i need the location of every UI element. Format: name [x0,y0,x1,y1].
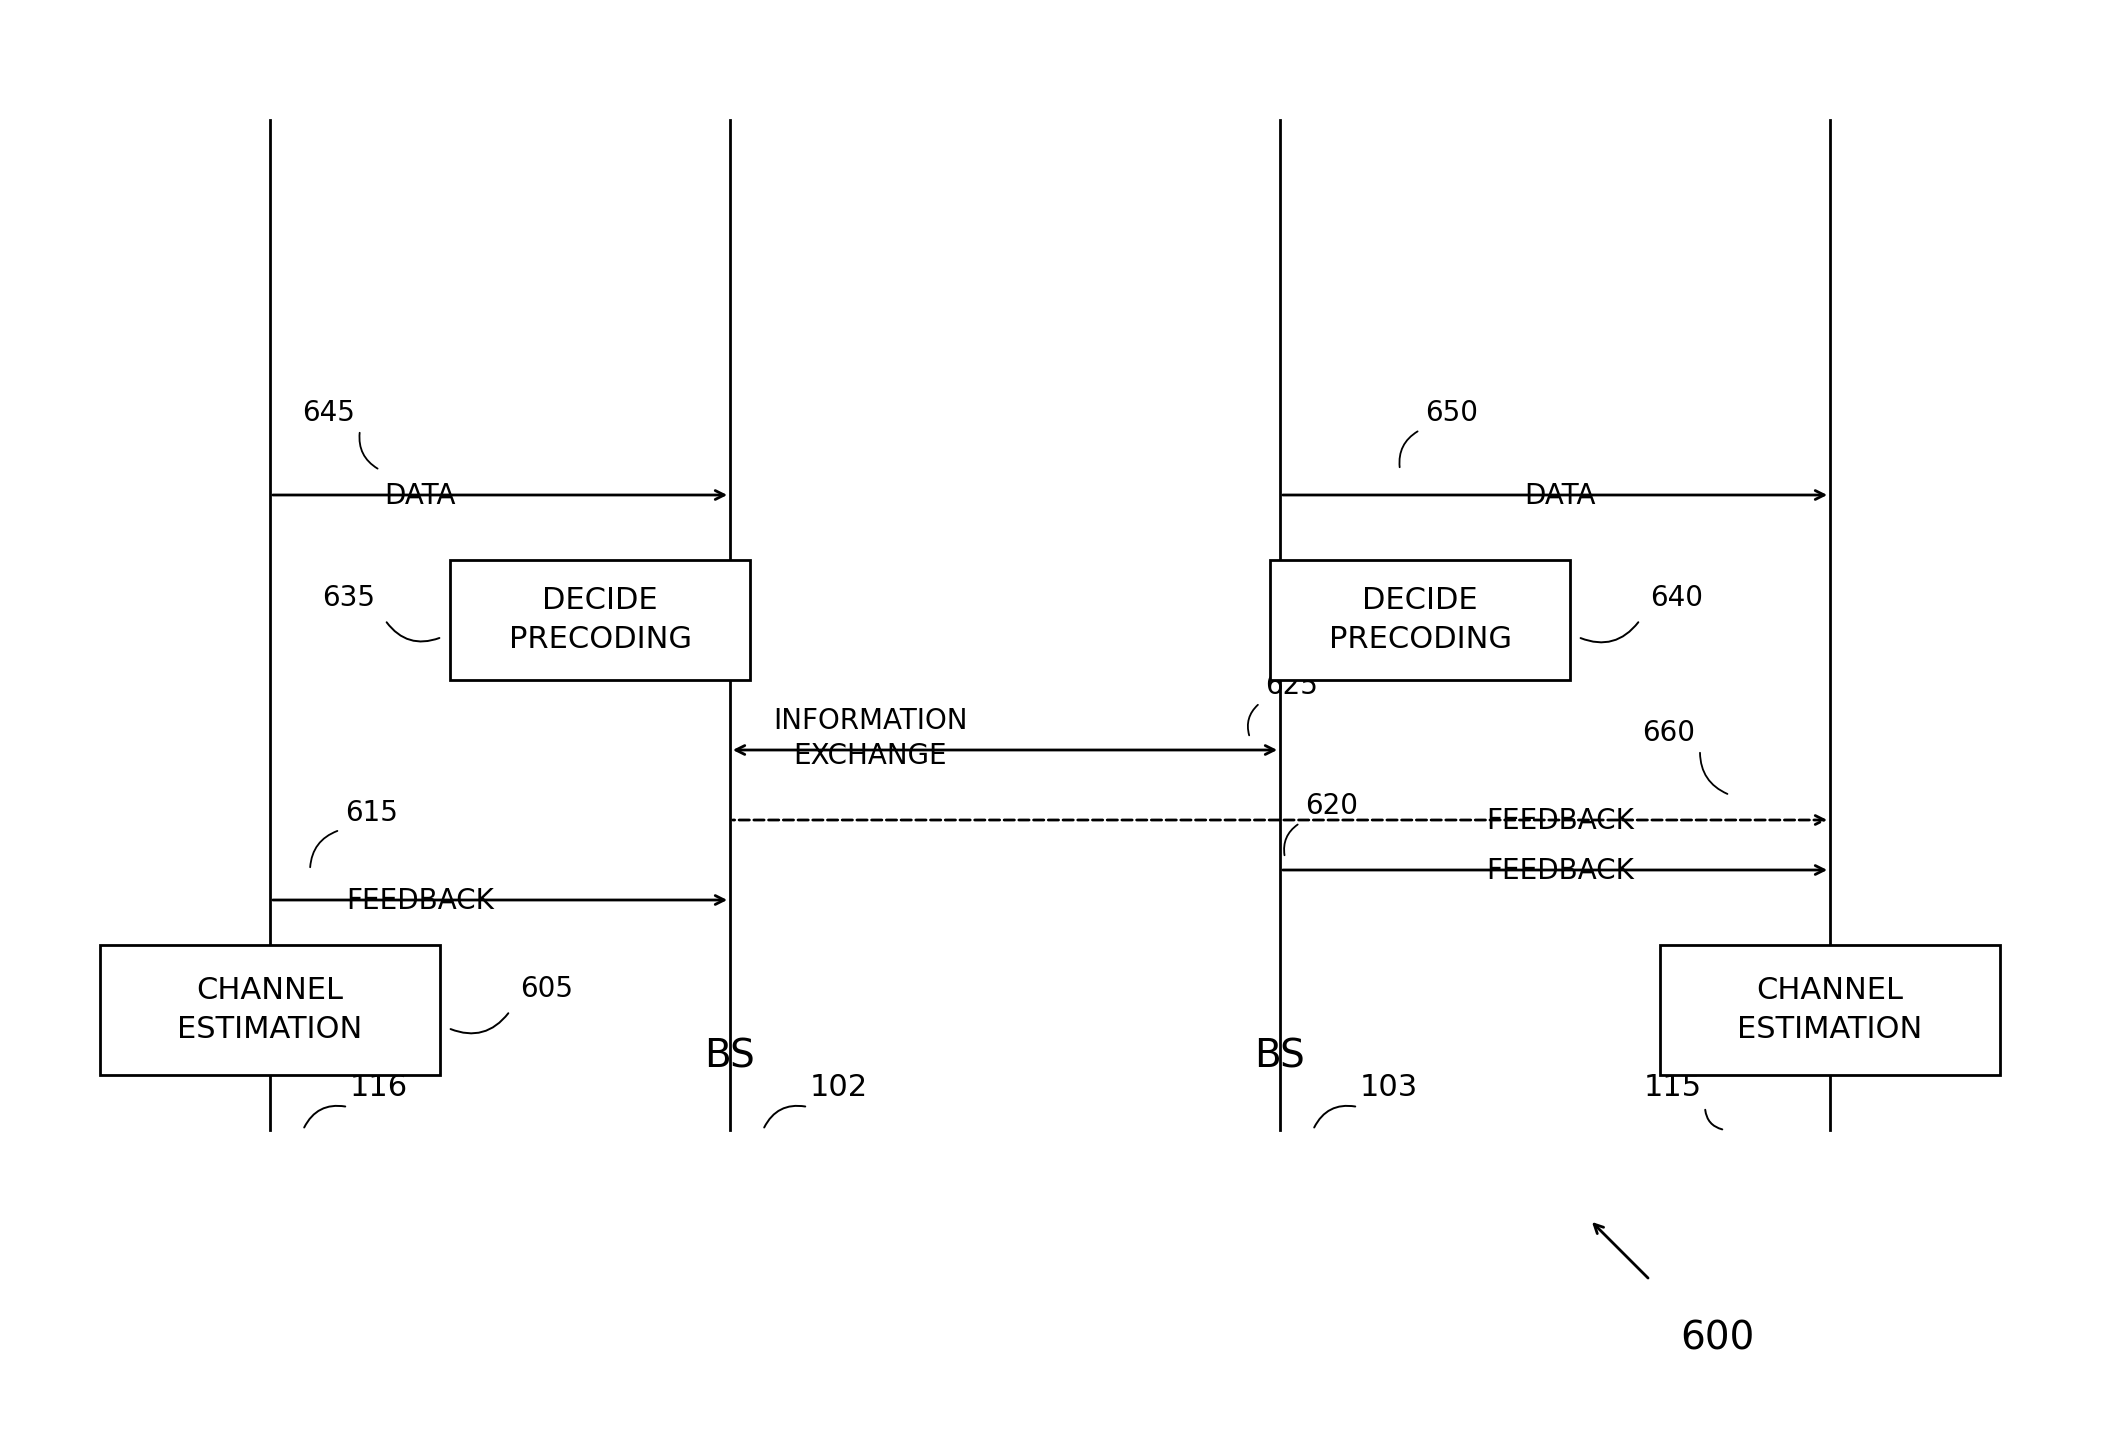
Bar [1660,945,2000,1076]
Text: FEEDBACK: FEEDBACK [1485,807,1635,835]
Text: SS: SS [1805,1037,1855,1076]
Text: 600: 600 [1681,1321,1754,1358]
Text: BS: BS [1254,1037,1305,1076]
Text: BS: BS [704,1037,756,1076]
Text: INFORMATION
EXCHANGE: INFORMATION EXCHANGE [773,707,966,770]
Text: DECIDE
PRECODING: DECIDE PRECODING [508,587,691,654]
Text: 116: 116 [351,1073,408,1101]
Text: 650: 650 [1424,399,1477,427]
Text: 615: 615 [345,799,397,827]
Text: 115: 115 [1643,1073,1702,1101]
Text: 645: 645 [303,399,355,427]
Text: DECIDE
PRECODING: DECIDE PRECODING [1328,587,1511,654]
Text: FEEDBACK: FEEDBACK [1485,858,1635,885]
Text: 102: 102 [811,1073,868,1101]
Text: DATA: DATA [1523,482,1597,511]
Text: 625: 625 [1265,673,1317,700]
Text: 605: 605 [521,975,574,1002]
Bar [1269,561,1569,680]
Text: 660: 660 [1643,718,1696,747]
Text: DATA: DATA [384,482,456,511]
Bar [101,945,439,1076]
Text: 640: 640 [1649,584,1704,612]
Text: 620: 620 [1305,792,1357,820]
Text: 635: 635 [321,584,374,612]
Text: 103: 103 [1359,1073,1418,1101]
Text: CHANNEL
ESTIMATION: CHANNEL ESTIMATION [1738,977,1922,1044]
Text: SS: SS [246,1037,294,1076]
Text: FEEDBACK: FEEDBACK [347,888,494,915]
Text: CHANNEL
ESTIMATION: CHANNEL ESTIMATION [176,977,363,1044]
Bar [450,561,750,680]
